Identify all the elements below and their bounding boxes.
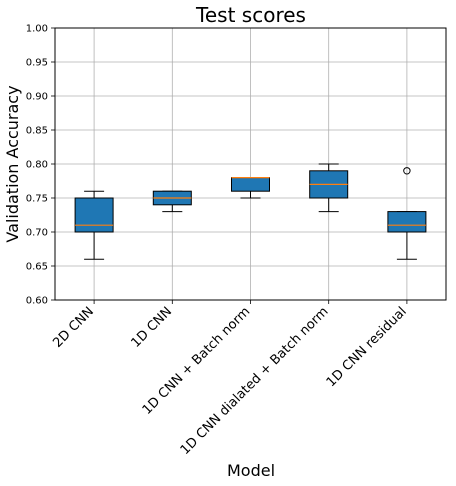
y-axis-ticks: 0.60 0.65 0.70 0.75 0.80 0.85 0.90 0.95 1.00 [26, 24, 55, 307]
box-body [74, 197, 114, 233]
box-body [231, 177, 270, 192]
category-label: 1D CNN residual [324, 304, 410, 390]
y-tick-label: 1.00 [26, 24, 48, 35]
boxes-layer [74, 163, 427, 260]
box-2 [152, 190, 192, 213]
grid-lines [55, 27, 446, 301]
outlier-point [403, 167, 411, 175]
box-body [387, 211, 427, 233]
box-5 [387, 167, 427, 260]
y-axis-label: Validation Accuracy [3, 85, 22, 242]
category-label: 1D CNN dialated + Batch norm [178, 304, 332, 458]
y-tick-label: 0.75 [26, 194, 48, 205]
box-4 [309, 163, 349, 213]
y-tick-label: 0.85 [26, 126, 48, 137]
y-tick-label: 0.65 [26, 262, 48, 273]
y-tick-label: 0.80 [26, 160, 48, 171]
y-tick-label: 0.95 [26, 58, 48, 69]
x-axis-label: Model [227, 461, 275, 480]
chart-title: Test scores [195, 3, 306, 27]
box-3 [231, 177, 270, 199]
box-1 [74, 190, 114, 260]
y-tick-label: 0.70 [26, 228, 48, 239]
category-label: 2D CNN [50, 304, 97, 351]
y-tick-label: 0.90 [26, 92, 48, 103]
category-label: 1D CNN [128, 304, 175, 351]
y-tick-label: 0.60 [26, 296, 48, 307]
